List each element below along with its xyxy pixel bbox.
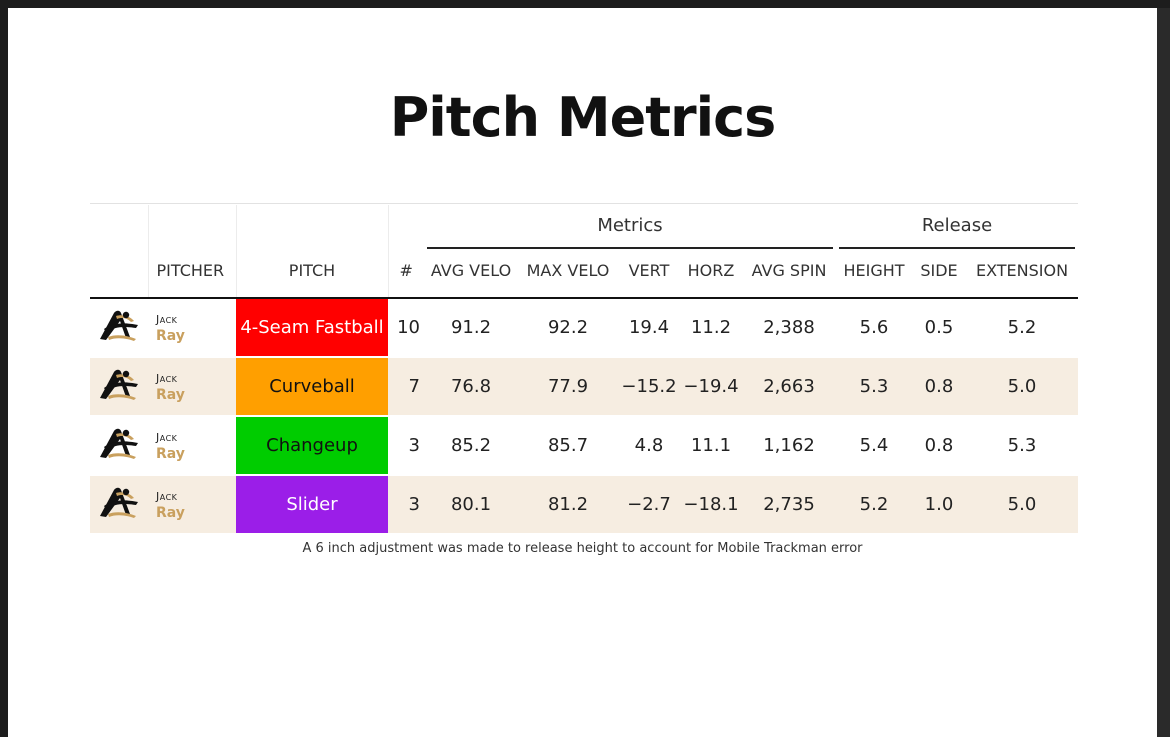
scrollbar-gutter: [1157, 8, 1170, 737]
col-vert: VERT: [618, 257, 680, 299]
pitch-type: Curveball: [236, 358, 388, 415]
col-count: #: [388, 257, 424, 299]
horz-break: −18.1: [680, 475, 742, 535]
col-pitch: PITCH: [236, 257, 389, 299]
pitcher-first-name: Jack: [156, 371, 178, 385]
col-horz: HORZ: [680, 257, 742, 299]
release-side: 0.5: [912, 298, 966, 358]
pitcher-name: Jack Ray: [148, 416, 236, 476]
avg-spin: 1,162: [742, 416, 836, 476]
footnote: A 6 inch adjustment was made to release …: [302, 541, 863, 556]
col-extension: EXTENSION: [966, 257, 1078, 299]
col-max-velo: MAX VELO: [518, 257, 618, 299]
release-side: 0.8: [912, 357, 966, 417]
avg-velo: 80.1: [424, 475, 518, 535]
pitcher-last-name: Ray: [156, 504, 185, 521]
pitcher-name: Jack Ray: [148, 357, 236, 417]
table-row: Jack Ray Changeup 3 85.2 85.7 4.8 11.1 1…: [90, 416, 1078, 476]
team-logo: [90, 357, 148, 417]
metrics-spanner: Metrics: [424, 205, 836, 257]
pitcher-first-name: Jack: [156, 312, 178, 326]
page: Pitch Metrics Metrics Release: [8, 8, 1157, 737]
pitch-type: Slider: [236, 476, 388, 533]
release-side: 0.8: [912, 416, 966, 476]
team-logo: [90, 298, 148, 358]
table-row: Jack Ray Slider 3 80.1 81.2 −2.7 −18.1 2…: [90, 475, 1078, 535]
vert-break: 4.8: [618, 416, 680, 476]
pitch-type: 4-Seam Fastball: [236, 299, 388, 356]
release-height: 5.4: [836, 416, 912, 476]
release-height: 5.6: [836, 298, 912, 358]
pitch-type-cell: Changeup: [236, 416, 388, 476]
release-extension: 5.3: [966, 416, 1078, 476]
avg-spin: 2,735: [742, 475, 836, 535]
release-height: 5.3: [836, 357, 912, 417]
pitcher-first-name: Jack: [156, 489, 178, 503]
col-height: HEIGHT: [836, 257, 912, 299]
horz-break: −19.4: [680, 357, 742, 417]
pitch-type-cell: 4-Seam Fastball: [236, 298, 388, 358]
release-extension: 5.0: [966, 475, 1078, 535]
pitcher-name: Jack Ray: [148, 298, 236, 358]
avg-velo: 91.2: [424, 298, 518, 358]
team-logo: [90, 475, 148, 535]
pitcher-last-name: Ray: [156, 327, 185, 344]
release-extension: 5.0: [966, 357, 1078, 417]
pitch-type-cell: Slider: [236, 475, 388, 535]
page-title: Pitch Metrics: [389, 86, 777, 149]
release-height: 5.2: [836, 475, 912, 535]
vert-break: −2.7: [618, 475, 680, 535]
pitch-count: 3: [388, 416, 424, 476]
max-velo: 92.2: [518, 298, 618, 358]
pitcher-name: Jack Ray: [148, 475, 236, 535]
team-logo-icon: [100, 310, 138, 341]
horz-break: 11.2: [680, 298, 742, 358]
team-logo-icon: [100, 487, 138, 518]
release-extension: 5.2: [966, 298, 1078, 358]
max-velo: 85.7: [518, 416, 618, 476]
col-side: SIDE: [912, 257, 966, 299]
pitch-type: Changeup: [236, 417, 388, 474]
team-logo-icon: [100, 369, 138, 400]
max-velo: 77.9: [518, 357, 618, 417]
table-row: Jack Ray 4-Seam Fastball 10 91.2 92.2 19…: [90, 298, 1078, 358]
pitch-count: 3: [388, 475, 424, 535]
horz-break: 11.1: [680, 416, 742, 476]
pitcher-last-name: Ray: [156, 445, 185, 462]
avg-spin: 2,663: [742, 357, 836, 417]
avg-velo: 85.2: [424, 416, 518, 476]
table-row: Jack Ray Curveball 7 76.8 77.9 −15.2 −19…: [90, 357, 1078, 417]
col-avg-velo: AVG VELO: [424, 257, 518, 299]
col-avg-spin: AVG SPIN: [742, 257, 836, 299]
vert-break: −15.2: [618, 357, 680, 417]
pitch-metrics-table: Metrics Release PITCHER PITCH # AVG VELO…: [90, 203, 1078, 536]
pitch-count: 10: [388, 298, 424, 358]
col-logo: [90, 257, 149, 299]
release-spanner: Release: [836, 205, 1078, 257]
vert-break: 19.4: [618, 298, 680, 358]
col-pitcher: PITCHER: [148, 257, 237, 299]
pitcher-last-name: Ray: [156, 386, 185, 403]
team-logo: [90, 416, 148, 476]
release-side: 1.0: [912, 475, 966, 535]
avg-velo: 76.8: [424, 357, 518, 417]
max-velo: 81.2: [518, 475, 618, 535]
team-logo-icon: [100, 428, 138, 459]
avg-spin: 2,388: [742, 298, 836, 358]
pitcher-first-name: Jack: [156, 430, 178, 444]
pitch-type-cell: Curveball: [236, 357, 388, 417]
pitch-count: 7: [388, 357, 424, 417]
